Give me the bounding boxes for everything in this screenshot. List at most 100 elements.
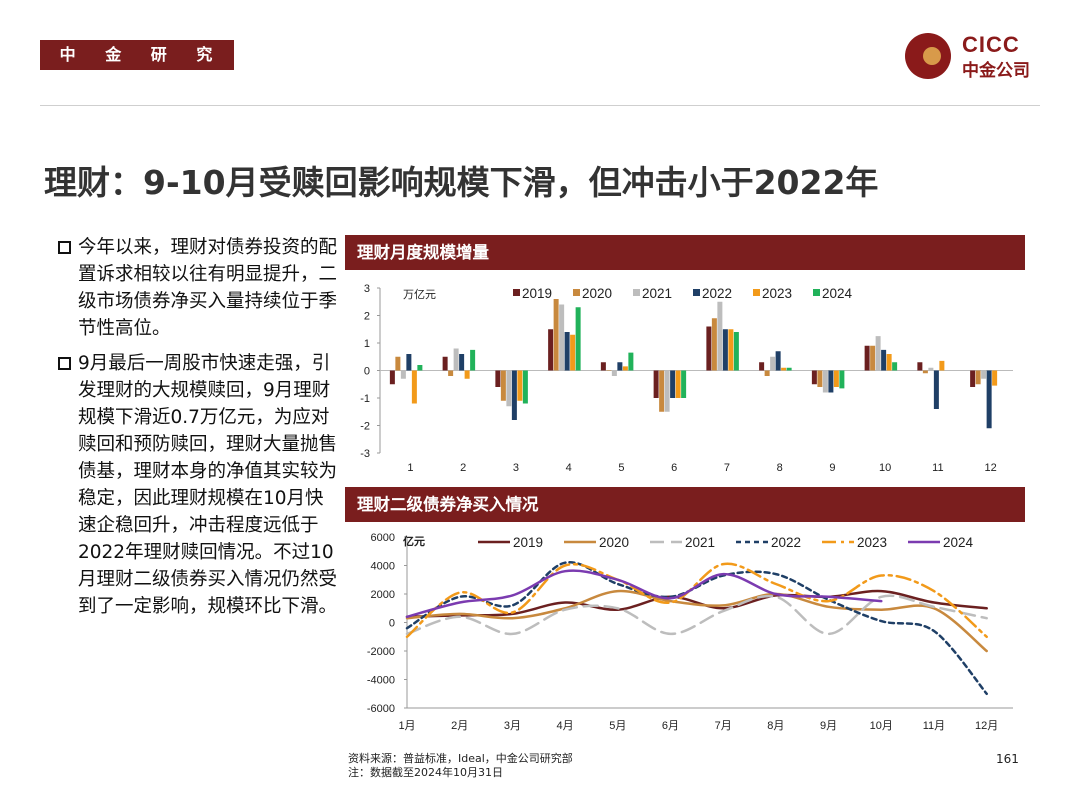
bar-2019 — [706, 326, 712, 371]
bar-2020 — [659, 370, 665, 412]
cicc-logo: CICC 中金公司 — [902, 30, 1042, 82]
bar-2021 — [611, 370, 617, 376]
bar-chart-title: 理财月度规模增量 — [345, 235, 1025, 270]
legend-swatch-2021 — [633, 289, 640, 296]
department-tag: 中 金 研 究 部 — [40, 40, 234, 94]
bar-2023 — [728, 329, 734, 371]
bar-2022 — [670, 370, 676, 398]
legend-swatch-2023 — [753, 289, 760, 296]
bar-2022 — [881, 349, 887, 371]
bar-2019 — [864, 345, 870, 371]
bar-2019 — [600, 362, 606, 371]
bar-2021 — [770, 356, 776, 371]
cicc-logo-icon — [905, 33, 951, 79]
x-tick-label: 12 — [985, 462, 997, 474]
bar-2020 — [395, 356, 401, 371]
x-tick-label: 3 — [513, 462, 519, 474]
bar-2019 — [653, 370, 659, 398]
bar-2020 — [711, 318, 717, 371]
bar-2019 — [917, 362, 923, 371]
x-tick-label: 2月 — [451, 720, 468, 732]
bar-2024 — [522, 370, 528, 404]
x-tick-label: 9月 — [820, 720, 837, 732]
y-tick-label: 2 — [364, 311, 370, 323]
bar-2022 — [617, 362, 623, 371]
bar-2023 — [992, 370, 998, 386]
bar-2021 — [875, 336, 881, 371]
bar-2020 — [975, 370, 981, 385]
bar-2019 — [811, 370, 817, 385]
bullet-list: 今年以来，理财对债券投资的配置诉求相较以往有明显提升，二级市场债券净买入量持续位… — [58, 234, 338, 628]
x-tick-label: 6月 — [662, 720, 679, 732]
legend-label: 2024 — [822, 286, 853, 301]
bar-2022 — [828, 370, 834, 393]
legend-label: 2023 — [857, 535, 887, 550]
data-date-note: 注：数据截至2024年10月31日 — [348, 766, 503, 779]
y-tick-label: -2000 — [367, 646, 395, 658]
x-tick-label: 10月 — [870, 720, 893, 732]
bar-2021 — [453, 348, 459, 371]
bar-2023 — [781, 367, 787, 371]
unit-label: 万亿元 — [403, 288, 436, 301]
bar-2024 — [786, 367, 792, 371]
footer-notes: 资料来源：普益标准，Ideal，中金公司研究部 注：数据截至2024年10月31… — [348, 752, 573, 780]
bar-2023 — [570, 334, 576, 371]
bar-2022 — [722, 329, 728, 371]
bar-2020 — [500, 370, 506, 401]
bar-2024 — [575, 307, 581, 371]
x-tick-label: 8月 — [767, 720, 784, 732]
bar-2021 — [928, 367, 934, 371]
bar-2022 — [511, 370, 517, 420]
bullet-text: 9月最后一周股市快速走强，引发理财的大规模赎回，9月理财规模下滑近0.7万亿元，… — [78, 353, 338, 617]
bar-2023 — [464, 370, 470, 379]
bar-2023 — [622, 366, 628, 371]
logo-chinese-name: 中金公司 — [962, 61, 1030, 81]
bullet-item: 今年以来，理财对债券投资的配置诉求相较以往有明显提升，二级市场债券净买入量持续位… — [58, 234, 338, 342]
bar-2021 — [717, 301, 723, 371]
bar-2024 — [417, 365, 423, 371]
legend-label: 2020 — [599, 535, 629, 550]
bar-2020 — [448, 370, 454, 376]
bar-2023 — [411, 370, 417, 404]
bar-2024 — [733, 332, 739, 371]
x-tick-label: 4 — [566, 462, 572, 474]
bar-2019 — [495, 370, 501, 387]
x-tick-label: 6 — [671, 462, 677, 474]
bar-2024 — [681, 370, 687, 398]
bar-2024 — [839, 370, 845, 389]
page-number: 161 — [996, 752, 1019, 766]
line-chart-title: 理财二级债券净买入情况 — [345, 487, 1025, 522]
bar-2021 — [559, 304, 565, 371]
square-bullet-icon — [58, 357, 71, 370]
series-line-2020 — [405, 589, 988, 653]
series-line-2023 — [405, 562, 988, 639]
x-tick-label: 9 — [829, 462, 835, 474]
bar-2020 — [922, 370, 928, 374]
bar-2020 — [764, 370, 770, 376]
x-tick-label: 5月 — [609, 720, 626, 732]
bar-2023 — [833, 370, 839, 387]
x-tick-label: 8 — [777, 462, 783, 474]
bar-2023 — [939, 360, 945, 371]
x-tick-label: 5 — [618, 462, 624, 474]
bullet-text: 今年以来，理财对债券投资的配置诉求相较以往有明显提升，二级市场债券净买入量持续位… — [78, 237, 338, 339]
bar-2020 — [870, 345, 876, 371]
series-line-2024 — [405, 569, 883, 619]
bar-2023 — [517, 370, 523, 401]
legend-swatch-2024 — [813, 289, 820, 296]
bar-2021 — [664, 370, 670, 412]
y-tick-label: -3 — [360, 448, 370, 460]
series-line-2021 — [405, 594, 988, 636]
y-tick-label: -4000 — [367, 675, 395, 687]
legend-label: 2024 — [943, 535, 974, 550]
bar-2024 — [892, 362, 898, 371]
legend-label: 2022 — [702, 286, 732, 301]
bar-2022 — [933, 370, 939, 409]
legend-label: 2019 — [513, 535, 543, 550]
x-tick-label: 12月 — [975, 720, 998, 732]
y-tick-label: 4000 — [371, 561, 395, 573]
bar-2021 — [400, 370, 406, 379]
bar-2022 — [564, 332, 570, 371]
